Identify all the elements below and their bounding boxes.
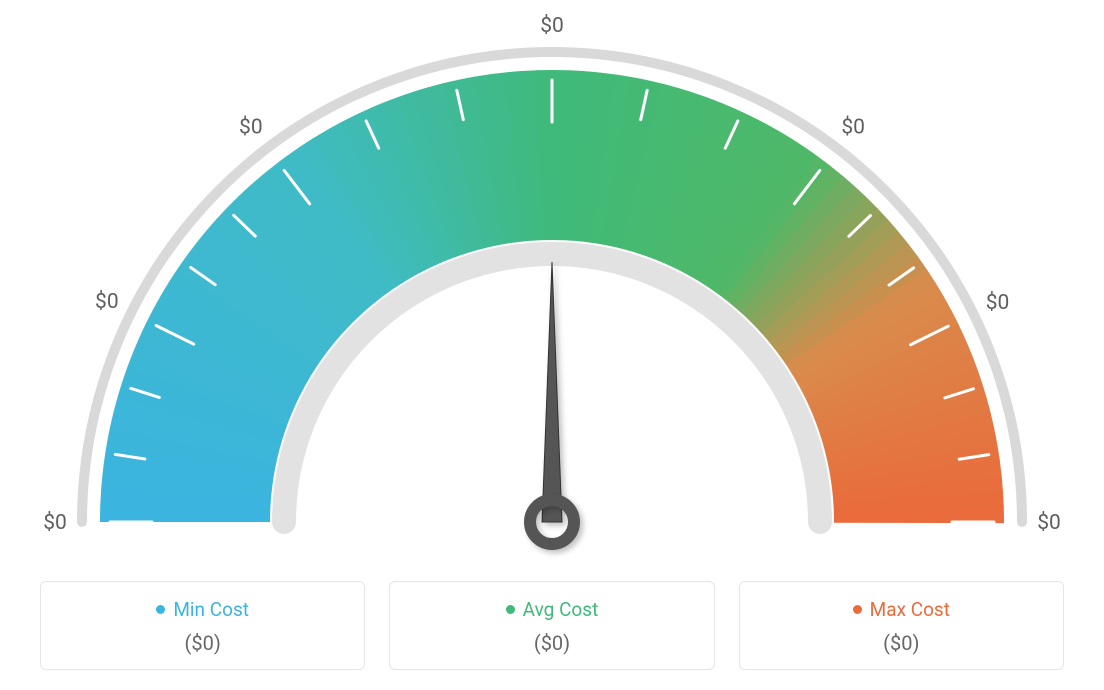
legend-value-min: ($0) bbox=[53, 631, 352, 655]
svg-text:$0: $0 bbox=[540, 14, 564, 38]
legend-label-avg: Avg Cost bbox=[523, 598, 599, 621]
legend-card-min: Min Cost ($0) bbox=[40, 581, 365, 670]
gauge-svg: $0 $0 $0 $0 $0 $0 $0 bbox=[0, 0, 1104, 560]
svg-text:$0: $0 bbox=[986, 291, 1010, 315]
legend-label-min: Min Cost bbox=[173, 598, 249, 621]
legend-header-max: Max Cost bbox=[853, 598, 950, 621]
legend-card-max: Max Cost ($0) bbox=[739, 581, 1064, 670]
legend-header-avg: Avg Cost bbox=[506, 598, 599, 621]
legend-header-min: Min Cost bbox=[156, 598, 249, 621]
legend-label-max: Max Cost bbox=[870, 598, 950, 621]
legend-dot-min bbox=[156, 605, 165, 614]
svg-text:$0: $0 bbox=[43, 511, 67, 535]
svg-text:$0: $0 bbox=[1037, 511, 1061, 535]
gauge-chart: $0 $0 $0 $0 $0 $0 $0 bbox=[0, 0, 1104, 560]
legend-row: Min Cost ($0) Avg Cost ($0) Max Cost ($0… bbox=[40, 581, 1064, 670]
legend-dot-max bbox=[853, 605, 862, 614]
svg-text:$0: $0 bbox=[95, 290, 119, 314]
legend-dot-avg bbox=[506, 605, 515, 614]
legend-value-max: ($0) bbox=[752, 631, 1051, 655]
svg-text:$0: $0 bbox=[239, 116, 263, 140]
legend-card-avg: Avg Cost ($0) bbox=[389, 581, 714, 670]
legend-value-avg: ($0) bbox=[402, 631, 701, 655]
svg-text:$0: $0 bbox=[841, 116, 865, 140]
